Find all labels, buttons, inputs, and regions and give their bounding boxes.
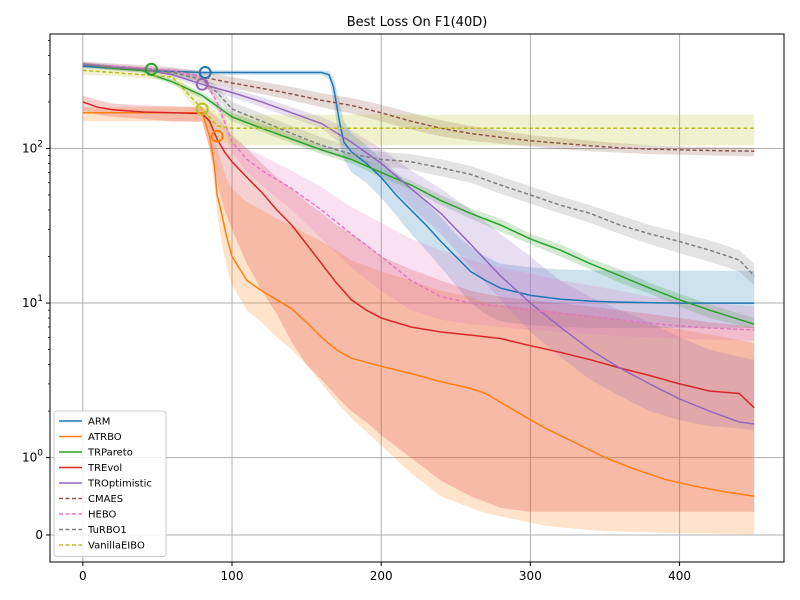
band-cmaes <box>82 61 755 157</box>
legend-label-vanillaeibo: VanillaEIBO <box>88 541 145 552</box>
x-axis-ticks: 0 100 200 300 400 <box>79 562 691 583</box>
marker-trpareto <box>144 62 158 76</box>
line-vanillaeibo <box>82 69 755 130</box>
x-tick-label: 100 <box>221 569 244 583</box>
line-atrbo <box>82 112 755 498</box>
legend-label-turbo1: TuRBO1 <box>87 525 127 536</box>
marker-atrbo <box>210 129 224 143</box>
series-markers <box>144 62 224 143</box>
line-cmaes <box>82 63 755 152</box>
x-tick-label: 300 <box>519 569 542 583</box>
legend-label-arm: ARM <box>88 417 110 428</box>
band-vanillaeibo <box>82 66 755 146</box>
x-tick-label: 200 <box>370 569 393 583</box>
marker-arm <box>198 66 212 79</box>
line-trevol <box>82 101 755 409</box>
legend: ARM ATRBO TRPareto TREvol TROptimistic CMAES H… <box>53 410 167 557</box>
legend-label-troptimistic: TROptimistic <box>87 479 152 490</box>
x-tick-label: 400 <box>668 569 691 583</box>
band-turbo1 <box>82 62 755 286</box>
band-atrbo <box>82 107 755 535</box>
legend-label-trpareto: TRPareto <box>87 448 133 459</box>
band-arm <box>82 64 755 329</box>
legend-label-trevol: TREvol <box>87 463 122 474</box>
y-tick-label: 0 <box>35 528 43 542</box>
marker-troptimistic <box>195 77 209 91</box>
x-tick-label: 0 <box>79 569 87 583</box>
legend-label-cmaes: CMAES <box>88 494 123 505</box>
legend-label-hebo: HEBO <box>88 510 117 521</box>
band-trevol <box>82 95 755 512</box>
line-trpareto <box>82 63 755 325</box>
grid <box>50 34 784 562</box>
band-hebo <box>82 62 755 341</box>
plot-area-frame <box>49 33 785 563</box>
chart-title: Best Loss On F1(40D) <box>347 15 488 30</box>
line-arm <box>82 65 755 304</box>
marker-vanillaeibo <box>195 102 209 116</box>
band-troptimistic <box>82 62 755 431</box>
legend-label-atrbo: ATRBO <box>88 432 122 443</box>
legend-box <box>53 410 167 557</box>
